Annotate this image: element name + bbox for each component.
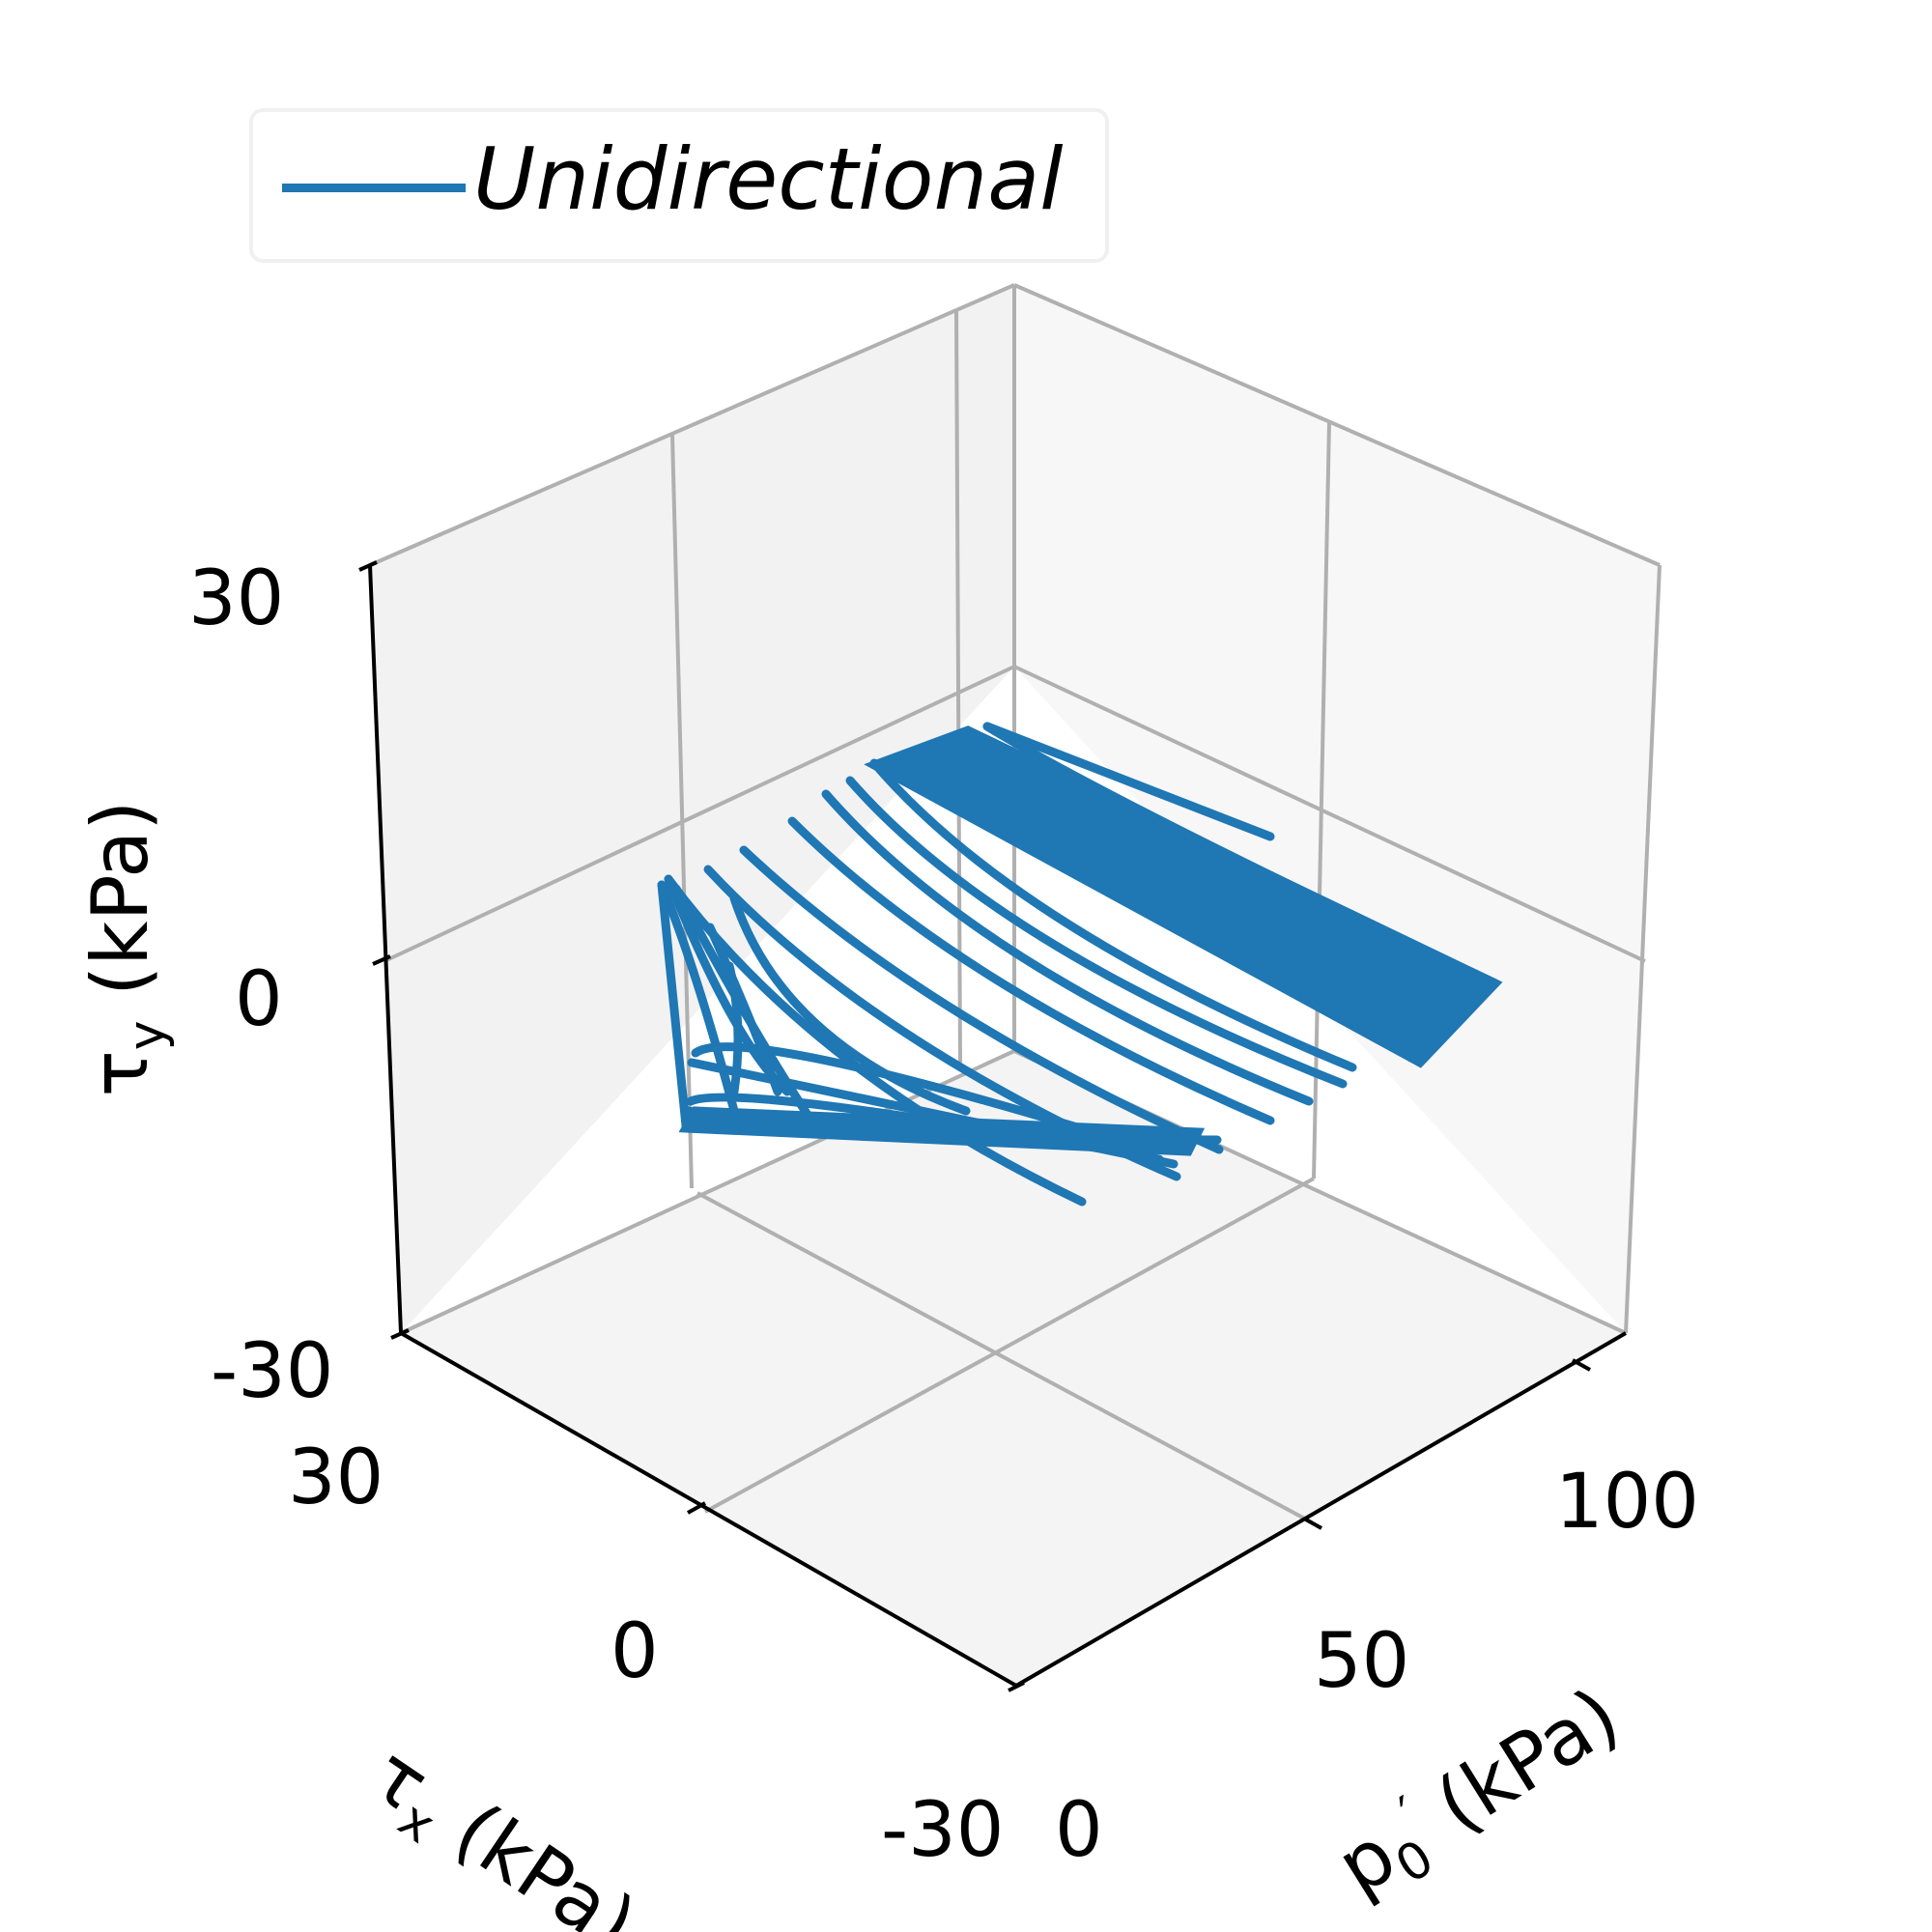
pane-left: [370, 285, 1014, 1333]
y-tick-0: 0: [1055, 1787, 1103, 1874]
legend-line-icon: [282, 184, 466, 192]
z-tick-neg30: -30: [211, 1328, 334, 1415]
pane-right: [1014, 285, 1660, 1333]
z-axis-label: τy (kPa): [75, 746, 176, 1151]
axis-lines: [358, 560, 1628, 1692]
y-tick-50: 50: [1314, 1618, 1410, 1705]
z-axis-unit: (kPa): [75, 800, 165, 1021]
x-tick-30: 30: [288, 1435, 384, 1521]
series-unidirectional: [657, 722, 1503, 1207]
z-axis-sub: y: [118, 1020, 176, 1051]
z-tick-0: 0: [235, 956, 283, 1043]
z-axis-symbol: τ: [75, 1050, 165, 1097]
legend: Unidirectional: [249, 108, 1109, 263]
z-tick-30: 30: [188, 555, 285, 642]
y-tick-100: 100: [1555, 1459, 1699, 1546]
pane-floor: [401, 1051, 1626, 1686]
x-tick-0: 0: [611, 1608, 659, 1695]
legend-label: Unidirectional: [473, 129, 1064, 229]
x-tick-neg30: -30: [881, 1787, 1005, 1874]
